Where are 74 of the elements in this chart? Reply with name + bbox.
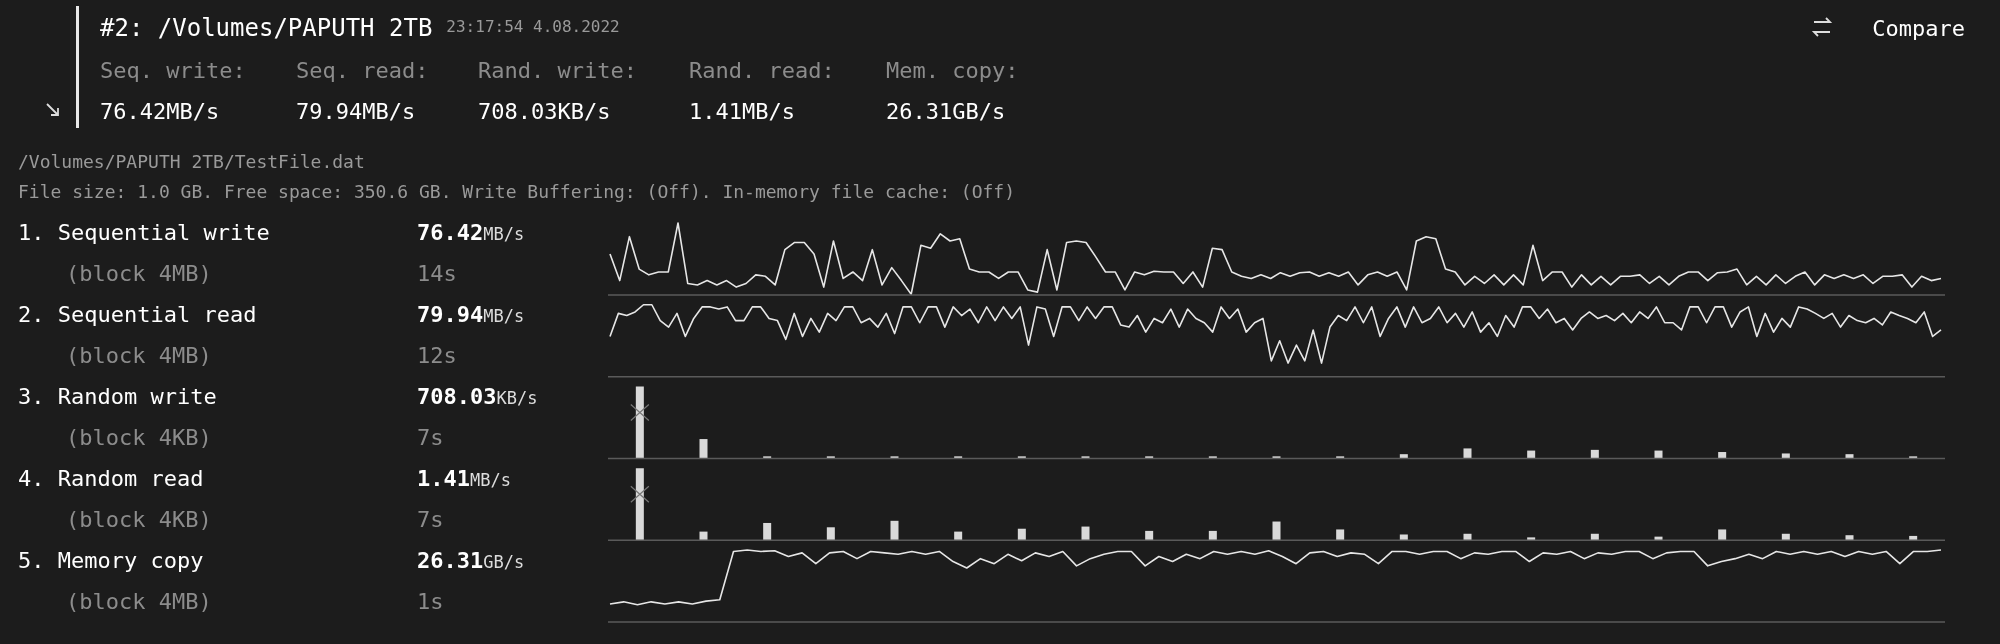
text: Compare: [1872, 16, 1965, 41]
text: #2: /Volumes/PAPUTH 2TB: [100, 14, 433, 42]
bar: [954, 531, 963, 541]
bar: [1781, 453, 1790, 459]
text: Seq. read:: [296, 58, 429, 83]
bar: [1336, 456, 1345, 459]
bar: [635, 386, 644, 459]
text: Rand. write:: [478, 58, 637, 83]
bar: [1208, 530, 1217, 541]
text: 76.42MB/s: [417, 220, 525, 245]
text: (block 4MB): [66, 589, 212, 614]
bar: [1463, 448, 1472, 459]
text: 7s: [417, 507, 444, 532]
y-axis-title: 2. Sequential read: [18, 302, 257, 327]
bar: [1718, 452, 1727, 459]
text: 708.03KB/s: [417, 384, 538, 409]
text: 708.03KB/s: [478, 99, 611, 124]
bar: [1527, 537, 1536, 541]
bar: [635, 468, 644, 541]
bar: [1081, 526, 1090, 541]
bar: [1909, 535, 1918, 541]
bar: [826, 527, 835, 541]
text: 1.41MB/s: [689, 99, 795, 124]
text: (block 4KB): [66, 425, 212, 450]
bar: [826, 456, 835, 459]
bar: [1145, 530, 1154, 541]
text: File size: 1.0 GB. Free space: 350.6 GB. Write Buffering: (Off). In-memory file cache: (Off): [18, 181, 1015, 202]
text: 14s: [417, 261, 457, 286]
bar: [699, 531, 708, 541]
text: 23:17:54 4.08.2022: [446, 17, 620, 36]
text: Mem. copy:: [886, 58, 1019, 83]
bar: [1399, 454, 1408, 459]
bar: [1845, 535, 1854, 541]
text: 26.31GB/s: [417, 548, 525, 573]
text: /Volumes/PAPUTH 2TB/TestFile.dat: [18, 151, 365, 172]
bar: [1845, 454, 1854, 459]
bar: [699, 439, 708, 459]
text: 76.42MB/s: [100, 99, 220, 124]
bar: [954, 456, 963, 459]
text: 1s: [417, 589, 444, 614]
y-axis-title: 3. Random write: [18, 384, 217, 409]
bar: [1590, 449, 1599, 459]
text: 12s: [417, 343, 457, 368]
y-axis-title: 4. Random read: [18, 466, 204, 491]
bar: [1208, 456, 1217, 459]
bar: [1781, 533, 1790, 541]
bar: [1272, 521, 1281, 541]
text: Seq. write:: [100, 58, 246, 83]
bar: [1399, 534, 1408, 541]
bar: [1017, 456, 1026, 459]
bar: [890, 456, 899, 459]
bar: [1336, 529, 1345, 541]
bar: [1017, 528, 1026, 541]
text: (block 4KB): [66, 507, 212, 532]
text: (block 4MB): [66, 343, 212, 368]
bar: [1081, 456, 1090, 459]
text: 7s: [417, 425, 444, 450]
bar: [763, 456, 772, 459]
bar: [763, 522, 772, 541]
y-axis-title: 1. Sequential write: [18, 220, 270, 245]
y-axis-title: 5. Memory copy: [18, 548, 204, 573]
bar: [1463, 533, 1472, 541]
text: 26.31GB/s: [886, 99, 1006, 124]
bar: [1145, 456, 1154, 459]
bar: [890, 520, 899, 541]
text: (block 4MB): [66, 261, 212, 286]
text: 79.94MB/s: [296, 99, 416, 124]
bar: [1272, 456, 1281, 459]
text: Rand. read:: [689, 58, 835, 83]
bar: [1590, 533, 1599, 541]
text: 79.94MB/s: [417, 302, 525, 327]
bar: [1718, 529, 1727, 541]
bar: [1909, 456, 1918, 459]
text: 1.41MB/s: [417, 466, 511, 491]
